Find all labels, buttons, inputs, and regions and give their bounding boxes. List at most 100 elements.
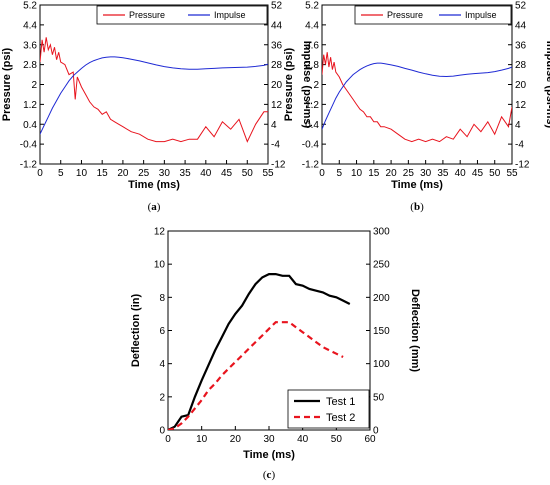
y-tick-label: 4.4 [23,20,37,31]
legend-label: Test 2 [326,412,355,424]
panel-caption: (b) [410,201,424,213]
x-tick-label: 40 [455,168,467,179]
x-tick-label: 40 [200,168,212,179]
x-axis-label: Time (ms) [391,179,443,191]
x-tick-label: 60 [364,434,376,445]
y2-tick-label: 12 [515,100,527,111]
y-tick-label: 8 [159,293,165,304]
x-tick-label: 0 [319,168,325,179]
x-tick-label: 25 [138,168,150,179]
x-tick-label: 35 [180,168,192,179]
legend-box [287,389,370,429]
legend-label: Pressure [129,10,165,20]
y-tick-label: -1.2 [20,160,38,171]
x-tick-label: 10 [351,168,363,179]
x-tick-label: 55 [262,168,274,179]
x-axis-label: Time (ms) [128,179,180,191]
series-impulse-line [40,56,268,135]
y-tick-label: 2.8 [23,60,37,71]
y2-tick-label: -12 [271,160,286,171]
x-tick-label: 35 [437,168,449,179]
y2-tick-label: 150 [373,326,390,337]
x-tick-label: 45 [221,168,233,179]
y2-tick-label: 20 [271,80,283,91]
chart-c: 0 10 20 30 40 50 60024681012050100150200250300… [130,227,421,482]
x-tick-label: 20 [230,434,242,445]
y2-tick-label: 52 [271,1,283,12]
y2-tick-label: 4 [271,120,277,131]
x-tick-label: 10 [76,168,88,179]
legend: Test 1 Test 2 [287,389,370,429]
y-axis-label: Pressure (psi) [1,47,13,121]
y2-tick-label: 28 [271,60,283,71]
y2-tick-label: 44 [515,20,527,31]
y-axis-label: Pressure (psi) [283,47,295,121]
series-pressure-line [40,37,268,143]
chart-b: 0 5 10 15 20 25 30 35 40 45 50 55 -1.2 -0.4 0.4 1.2 2 2.8… [283,1,550,214]
y2-axis-label: Impulse (psi-ms) [544,41,550,129]
x-tick-label: 30 [159,168,171,179]
x-tick-label: 10 [196,434,208,445]
y2-tick-label: 4 [515,120,521,131]
legend-box [354,5,512,25]
x-tick-label: 20 [386,168,398,179]
panel-caption-letter: c [267,469,272,481]
y-tick-label: 0.4 [305,120,319,131]
series-impulse-line [322,62,512,130]
y2-tick-label: 12 [271,100,283,111]
x-tick-label: 55 [506,168,518,179]
x-tick-label: 30 [420,168,432,179]
legend-label: Impulse [465,10,497,20]
panel-caption: (c) [263,469,276,481]
x-tick-label: 40 [297,434,309,445]
x-tick-label: 15 [368,168,380,179]
y2-tick-label: 52 [515,1,527,12]
legend-box [96,5,268,25]
y2-tick-label: -4 [271,140,280,151]
x-tick-label: 20 [117,168,129,179]
panel-caption-letter: a [151,201,157,213]
y-tick-label: 5.2 [23,1,37,12]
y2-tick-label: -4 [515,140,524,151]
y2-tick-label: 44 [271,20,283,31]
y-tick-label: 0 [159,426,165,437]
y2-tick-label: 200 [373,293,390,304]
x-tick-label: 25 [403,168,415,179]
y-tick-label: 1.2 [305,100,319,111]
y2-tick-label: 300 [373,227,390,238]
y-tick-label: 0.4 [23,120,37,131]
panel-caption-letter: b [414,201,420,213]
legend-label: Test 1 [326,396,355,408]
x-tick-label: 45 [472,168,484,179]
y-tick-label: -0.4 [302,140,320,151]
x-tick-label: 5 [58,168,64,179]
legend-label: Impulse [214,10,246,20]
y-tick-label: 4 [159,359,165,370]
y2-tick-label: 50 [373,392,385,403]
y2-tick-label: 250 [373,260,390,271]
x-tick-label: 15 [97,168,109,179]
legend-label: Pressure [387,10,423,20]
x-tick-label: 5 [336,168,342,179]
x-axis-label: Time (ms) [243,449,295,461]
y2-tick-label: 36 [515,40,527,51]
y2-axis-label: Deflection (mm) [409,289,421,372]
x-tick-label: 50 [242,168,254,179]
y-tick-label: -1.2 [302,160,320,171]
series-test-1-line [168,273,351,430]
y-tick-label: 6 [159,326,165,337]
y-tick-label: 3.6 [23,40,37,51]
y-tick-label: 1.2 [23,100,37,111]
y-tick-label: 5.2 [305,1,319,12]
x-tick-label: 0 [165,434,171,445]
y2-axis-label: Impulse (psi-ms) [301,41,313,129]
legend: Pressure Impulse [96,5,268,25]
y2-tick-label: 0 [373,426,379,437]
y-tick-label: 2.8 [305,60,319,71]
x-tick-label: 50 [331,434,343,445]
legend: Pressure Impulse [354,5,512,25]
y-tick-label: 2 [159,392,165,403]
y-tick-label: 4.4 [305,20,319,31]
x-tick-label: 0 [37,168,43,179]
